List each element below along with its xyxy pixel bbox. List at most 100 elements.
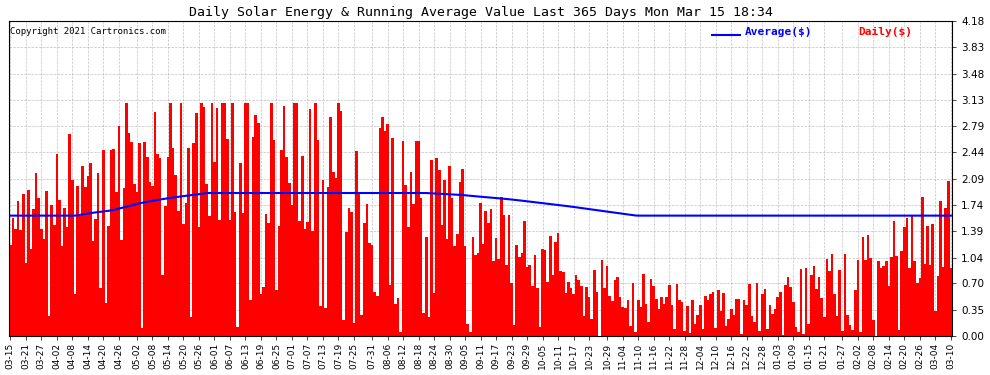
Bar [131, 142, 133, 336]
Bar [795, 327, 797, 336]
Bar [792, 302, 795, 336]
Bar [611, 301, 614, 336]
Bar [513, 325, 516, 336]
Bar [856, 260, 859, 336]
Bar [436, 158, 438, 336]
Bar [890, 257, 893, 336]
Bar [102, 150, 105, 336]
Bar [293, 103, 296, 336]
Bar [146, 157, 148, 336]
Bar [487, 223, 490, 336]
Bar [683, 331, 686, 336]
Bar [562, 272, 564, 336]
Bar [272, 140, 275, 336]
Bar [529, 265, 531, 336]
Bar [534, 255, 537, 336]
Bar [842, 332, 843, 336]
Bar [500, 197, 503, 336]
Bar [433, 293, 436, 336]
Bar [673, 329, 676, 336]
Bar [219, 220, 221, 336]
Bar [640, 307, 643, 336]
Bar [585, 288, 588, 336]
Bar [524, 222, 526, 336]
Bar [694, 324, 696, 336]
Bar [438, 170, 441, 336]
Bar [338, 103, 340, 336]
Bar [632, 283, 635, 336]
Bar [63, 208, 66, 336]
Bar [283, 106, 285, 336]
Bar [448, 166, 450, 336]
Bar [771, 314, 774, 336]
Bar [676, 284, 678, 336]
Bar [725, 326, 728, 336]
Bar [141, 328, 144, 336]
Bar [50, 204, 52, 336]
Bar [205, 184, 208, 336]
Bar [112, 150, 115, 336]
Bar [622, 308, 624, 336]
Bar [144, 142, 146, 336]
Bar [924, 264, 927, 336]
Bar [17, 201, 20, 336]
Bar [609, 296, 611, 336]
Bar [234, 212, 237, 336]
Bar [490, 209, 492, 336]
Bar [821, 298, 823, 336]
Bar [567, 282, 569, 336]
Bar [546, 282, 549, 336]
Bar [474, 255, 477, 336]
Bar [665, 297, 668, 336]
Bar [521, 254, 524, 336]
Bar [450, 198, 453, 336]
Bar [932, 224, 935, 336]
Bar [226, 139, 229, 336]
Bar [471, 237, 474, 336]
Bar [378, 128, 381, 336]
Bar [575, 275, 577, 336]
Bar [784, 285, 787, 336]
Bar [681, 303, 683, 336]
Bar [712, 292, 715, 336]
Bar [911, 216, 914, 336]
Bar [355, 152, 357, 336]
Bar [728, 319, 730, 336]
Bar [224, 103, 226, 336]
Bar [20, 230, 22, 336]
Bar [247, 103, 249, 336]
Bar [815, 290, 818, 336]
Bar [249, 300, 251, 336]
Bar [877, 261, 880, 336]
Bar [750, 316, 753, 336]
Bar [161, 274, 164, 336]
Bar [458, 182, 461, 336]
Bar [808, 324, 810, 336]
Bar [242, 213, 245, 336]
Text: Daily($): Daily($) [858, 27, 912, 38]
Bar [136, 192, 139, 336]
Bar [441, 225, 444, 336]
Bar [921, 197, 924, 336]
Bar [603, 288, 606, 336]
Bar [425, 237, 428, 336]
Bar [914, 261, 916, 336]
Bar [843, 254, 846, 336]
Bar [549, 236, 551, 336]
Bar [906, 218, 908, 336]
Bar [596, 292, 598, 336]
Bar [503, 214, 505, 336]
Bar [699, 304, 702, 336]
Bar [360, 315, 363, 336]
Bar [97, 173, 99, 336]
Bar [185, 203, 187, 336]
Bar [787, 278, 789, 336]
Bar [123, 188, 126, 336]
Bar [14, 230, 17, 336]
Bar [702, 329, 704, 336]
Bar [203, 107, 205, 336]
Bar [482, 244, 484, 336]
Bar [118, 126, 120, 336]
Bar [27, 189, 30, 336]
Bar [846, 315, 848, 336]
